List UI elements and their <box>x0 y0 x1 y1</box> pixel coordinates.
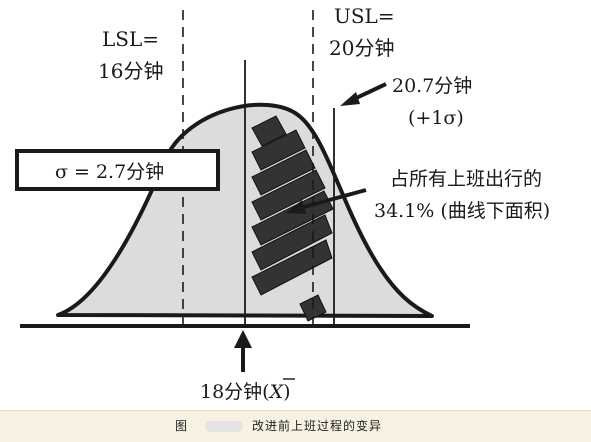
share-label-line2: 34.1% (曲线下面积) <box>374 200 550 222</box>
mean-label: 18分钟(X) <box>200 381 291 403</box>
lsl-label-line1: LSL= <box>102 27 159 51</box>
hatch-bar <box>251 239 333 296</box>
caption-bar: 图 改进前上班过程的变异 <box>0 410 591 442</box>
share-label-line1: 占所有上班出行的 <box>390 168 542 190</box>
caption-text: 改进前上班过程的变异 <box>252 419 383 433</box>
mean-arrow <box>234 330 252 372</box>
normal-distribution-diagram: σ = 2.7分钟 LSL= 16分钟 USL= 20分钟 20.7分钟 (+1… <box>15 4 550 403</box>
hatch-bar <box>251 129 306 171</box>
mean-label-close: ) <box>283 381 290 403</box>
plus-sigma-value: 20.7分钟 <box>392 75 472 97</box>
usl-label-line2: 20分钟 <box>329 36 394 60</box>
plus-sigma-note: (+1σ) <box>408 107 464 129</box>
hatch-bar <box>251 214 333 271</box>
share-arrow <box>286 188 367 214</box>
plus-sigma-arrow <box>340 82 387 106</box>
sigma-box-label: σ = 2.7分钟 <box>55 161 164 183</box>
caption-prefix: 图 <box>175 419 188 433</box>
hatch-bar <box>251 149 316 196</box>
caption-redacted-blob <box>205 421 243 432</box>
lsl-label-line2: 16分钟 <box>98 59 163 83</box>
sigma-box <box>15 149 220 191</box>
usl-label-line1: USL= <box>334 4 395 28</box>
hatch-bar <box>251 169 326 221</box>
hatch-bar <box>251 115 287 147</box>
mean-label-prefix: 18分钟( <box>200 381 270 403</box>
mean-label-symbol: X <box>268 381 285 403</box>
